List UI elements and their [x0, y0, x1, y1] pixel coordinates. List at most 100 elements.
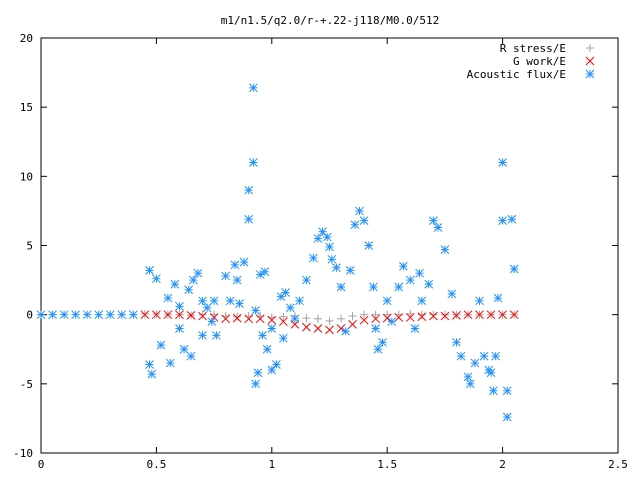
data-point-r-stress-e: [233, 312, 242, 321]
data-point-acoustic-flux-e: [235, 299, 244, 308]
data-point-acoustic-flux-e: [193, 268, 203, 278]
data-point-acoustic-flux-e: [452, 337, 461, 347]
data-point-g-work-e: [232, 313, 242, 323]
legend-label: R stress/E: [500, 42, 566, 55]
data-point-acoustic-flux-e: [105, 310, 115, 320]
data-point-acoustic-flux-e: [163, 293, 173, 303]
data-point-acoustic-flux-e: [350, 220, 360, 230]
data-point-acoustic-flux-e: [394, 282, 404, 292]
x-tick-label: 0.5: [146, 458, 166, 471]
data-point-acoustic-flux-e: [345, 266, 355, 275]
data-point-g-work-e: [278, 317, 288, 326]
data-point-acoustic-flux-e: [244, 214, 254, 224]
data-point-acoustic-flux-e: [479, 351, 489, 361]
data-point-acoustic-flux-e: [145, 266, 154, 275]
data-point-acoustic-flux-e: [415, 268, 424, 278]
data-point-r-stress-e: [371, 310, 380, 319]
y-tick-label: -10: [13, 447, 33, 460]
data-point-acoustic-flux-e: [145, 360, 154, 369]
data-point-r-stress-e: [406, 309, 415, 318]
data-point-acoustic-flux-e: [373, 344, 383, 354]
data-point-acoustic-flux-e: [509, 264, 519, 274]
legend-label: G work/E: [513, 55, 566, 68]
data-point-g-work-e: [198, 311, 207, 321]
data-point-g-work-e: [244, 314, 254, 324]
data-point-acoustic-flux-e: [48, 310, 57, 320]
data-point-acoustic-flux-e: [456, 351, 466, 361]
data-point-acoustic-flux-e: [489, 386, 498, 396]
data-point-acoustic-flux-e: [179, 344, 189, 354]
data-point-g-work-e: [313, 324, 323, 333]
data-point-acoustic-flux-e: [267, 365, 277, 375]
data-point-acoustic-flux-e: [165, 358, 175, 368]
data-point-acoustic-flux-e: [221, 271, 230, 281]
data-point-g-work-e: [221, 314, 230, 324]
data-point-acoustic-flux-e: [71, 310, 80, 320]
data-point-r-stress-e: [337, 314, 346, 323]
data-point-acoustic-flux-e: [209, 296, 219, 306]
data-point-g-work-e: [486, 310, 496, 320]
data-point-acoustic-flux-e: [239, 257, 249, 267]
data-point-acoustic-flux-e: [364, 241, 374, 250]
data-point-r-stress-e: [198, 310, 207, 319]
data-point-acoustic-flux-e: [405, 275, 415, 285]
data-point-acoustic-flux-e: [202, 303, 212, 313]
data-point-g-work-e: [186, 311, 196, 320]
y-tick-label: 5: [26, 240, 33, 253]
data-point-acoustic-flux-e: [272, 360, 281, 369]
data-point-acoustic-flux-e: [207, 317, 217, 326]
data-point-acoustic-flux-e: [341, 326, 351, 336]
x-tick-label: 2.5: [608, 458, 628, 471]
data-point-acoustic-flux-e: [232, 275, 242, 285]
data-point-acoustic-flux-e: [302, 275, 311, 285]
data-point-acoustic-flux-e: [248, 83, 258, 93]
data-point-r-stress-e: [302, 314, 311, 323]
data-point-g-work-e: [267, 315, 277, 325]
data-point-acoustic-flux-e: [36, 310, 46, 320]
data-point-acoustic-flux-e: [470, 358, 480, 368]
data-point-acoustic-flux-e: [59, 310, 69, 320]
data-point-acoustic-flux-e: [433, 223, 443, 232]
chart-title: m1/n1.5/q2.0/r-+.22-j118/M0.0/512: [221, 14, 440, 27]
data-point-acoustic-flux-e: [475, 296, 484, 306]
data-point-r-stress-e: [279, 312, 288, 321]
data-point-r-stress-e: [383, 310, 392, 319]
data-point-acoustic-flux-e: [355, 206, 364, 216]
data-point-acoustic-flux-e: [170, 279, 180, 289]
series-acoustic-flux-e: [36, 83, 519, 422]
data-point-g-work-e: [152, 310, 161, 320]
data-point-acoustic-flux-e: [325, 242, 334, 252]
data-point-acoustic-flux-e: [267, 324, 277, 333]
data-point-acoustic-flux-e: [260, 267, 270, 277]
data-point-acoustic-flux-e: [378, 337, 387, 347]
data-point-acoustic-flux-e: [336, 282, 346, 292]
data-point-g-work-e: [405, 313, 415, 322]
data-point-acoustic-flux-e: [463, 372, 473, 382]
data-point-acoustic-flux-e: [318, 227, 327, 237]
data-point-acoustic-flux-e: [262, 344, 272, 354]
data-point-acoustic-flux-e: [225, 296, 235, 306]
data-point-acoustic-flux-e: [498, 216, 507, 225]
x-tick-label: 0: [38, 458, 45, 471]
data-point-acoustic-flux-e: [424, 279, 434, 289]
y-tick-label: 15: [20, 101, 33, 114]
data-point-acoustic-flux-e: [248, 158, 258, 167]
legend-label: Acoustic flux/E: [467, 68, 566, 81]
data-point-acoustic-flux-e: [258, 331, 267, 340]
x-tick-label: 1: [268, 458, 275, 471]
data-point-g-work-e: [302, 322, 311, 332]
data-point-acoustic-flux-e: [359, 216, 369, 225]
data-point-acoustic-flux-e: [117, 310, 127, 320]
series-g-work-e: [140, 310, 519, 335]
data-point-acoustic-flux-e: [371, 324, 381, 333]
data-point-acoustic-flux-e: [447, 289, 457, 299]
data-point-acoustic-flux-e: [186, 351, 196, 361]
data-point-acoustic-flux-e: [82, 310, 92, 320]
data-point-acoustic-flux-e: [295, 296, 304, 306]
data-point-g-work-e: [417, 312, 427, 322]
data-point-acoustic-flux-e: [491, 351, 501, 361]
data-point-acoustic-flux-e: [278, 333, 288, 343]
data-point-r-stress-e: [360, 310, 369, 319]
data-point-acoustic-flux-e: [94, 310, 104, 320]
